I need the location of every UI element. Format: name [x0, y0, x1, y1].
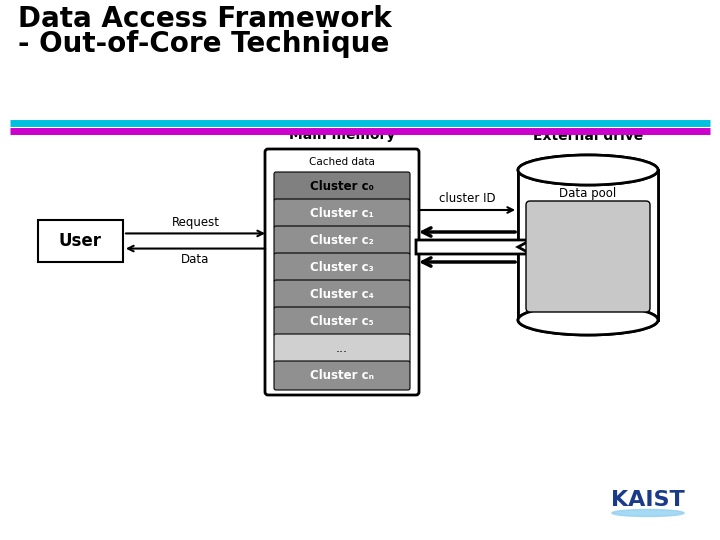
Ellipse shape [518, 305, 658, 335]
Text: User: User [59, 232, 102, 250]
Text: Cluster c₃: Cluster c₃ [310, 261, 374, 274]
FancyBboxPatch shape [265, 149, 419, 395]
Text: Cached data: Cached data [309, 157, 375, 167]
FancyBboxPatch shape [274, 307, 410, 336]
FancyBboxPatch shape [274, 361, 410, 390]
Text: cluster: cluster [563, 268, 603, 281]
Polygon shape [416, 231, 548, 263]
Ellipse shape [612, 510, 684, 516]
Ellipse shape [518, 155, 658, 185]
FancyBboxPatch shape [274, 226, 410, 255]
Text: Cluster c₄: Cluster c₄ [310, 288, 374, 301]
Text: Request: Request [171, 217, 220, 230]
Text: Cluster c₁: Cluster c₁ [310, 207, 374, 220]
FancyBboxPatch shape [274, 280, 410, 309]
FancyBboxPatch shape [526, 201, 650, 312]
FancyBboxPatch shape [274, 253, 410, 282]
Ellipse shape [518, 305, 658, 335]
FancyBboxPatch shape [274, 199, 410, 228]
Text: Cluster cₙ: Cluster cₙ [310, 369, 374, 382]
Text: cluster ID: cluster ID [438, 192, 495, 205]
FancyBboxPatch shape [274, 334, 410, 363]
Ellipse shape [518, 155, 658, 185]
Bar [38, 220, 123, 262]
Text: ...: ... [336, 342, 348, 355]
FancyBboxPatch shape [274, 172, 410, 201]
Text: Cluster c₂: Cluster c₂ [310, 234, 374, 247]
Text: Main memory: Main memory [289, 128, 395, 142]
Text: Data Access Framework: Data Access Framework [18, 5, 392, 33]
Text: Data pool: Data pool [559, 187, 616, 200]
Text: Cluster c₀: Cluster c₀ [310, 180, 374, 193]
Bar [518, 170, 658, 320]
Text: Data: Data [181, 253, 210, 266]
Text: External drive: External drive [533, 129, 643, 143]
Text: Cluster c₅: Cluster c₅ [310, 315, 374, 328]
Text: KAIST: KAIST [611, 490, 685, 510]
Text: - Out-of-Core Technique: - Out-of-Core Technique [18, 30, 390, 58]
